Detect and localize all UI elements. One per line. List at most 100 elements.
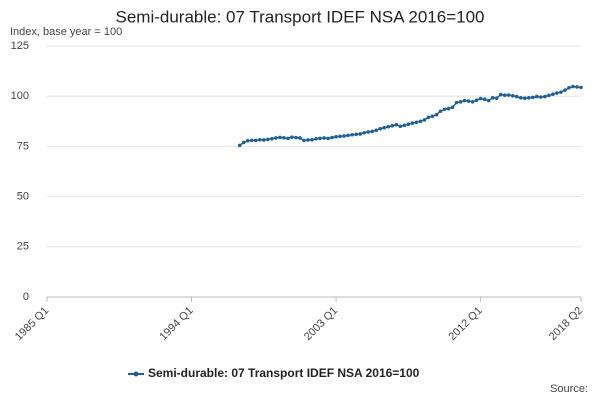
x-tick-label: 2018 Q2 (547, 305, 585, 343)
data-point (527, 96, 531, 100)
data-point (326, 136, 330, 141)
data-point (402, 123, 407, 128)
data-point (410, 121, 415, 125)
data-point (438, 109, 443, 114)
data-point (398, 124, 403, 129)
data-point (555, 91, 559, 95)
data-point (241, 140, 246, 145)
data-point (249, 138, 254, 143)
chart-title: Semi-durable: 07 Transport IDEF NSA 2016… (115, 7, 484, 26)
data-point (322, 136, 326, 140)
data-point (342, 134, 346, 138)
data-point (302, 138, 306, 143)
data-point (458, 100, 463, 104)
legend-label: Semi-durable: 07 Transport IDEF NSA 2016… (148, 366, 420, 380)
data-point (270, 136, 274, 141)
data-point (414, 120, 419, 125)
x-tick-label: 1994 Q1 (157, 305, 195, 343)
data-point (547, 93, 551, 98)
data-point (474, 98, 479, 103)
source: Source: (550, 383, 588, 395)
data-point (510, 93, 515, 98)
data-point (430, 114, 435, 119)
data-point (274, 136, 278, 140)
y-tick-label: 75 (17, 140, 29, 152)
data-point (358, 132, 362, 136)
data-point (310, 137, 314, 142)
legend-marker (133, 371, 139, 377)
data-point (543, 94, 547, 99)
data-point (478, 96, 483, 101)
data-point (362, 130, 366, 135)
data-point (498, 92, 503, 97)
data-point (370, 129, 375, 134)
data-point (422, 118, 427, 122)
data-point (514, 94, 519, 99)
data-point (350, 132, 354, 137)
data-point (522, 96, 527, 101)
data-point (535, 94, 539, 99)
x-tick-label: 2012 Q1 (446, 305, 484, 343)
data-point (506, 93, 511, 97)
data-point (579, 85, 583, 90)
data-point (257, 137, 262, 142)
data-point (286, 136, 290, 141)
data-point (338, 134, 342, 139)
data-point (386, 124, 391, 129)
data-point (294, 135, 298, 140)
x-tick-label: 2003 Q1 (302, 305, 340, 343)
data-point (266, 137, 270, 142)
data-point (454, 100, 459, 105)
data-point (278, 135, 282, 140)
data-point (382, 125, 387, 130)
data-point (466, 99, 471, 103)
data-point (470, 100, 475, 104)
data-point (262, 138, 266, 142)
data-point (253, 138, 258, 143)
data-point (434, 112, 439, 117)
data-point (551, 92, 555, 96)
data-point (486, 98, 491, 103)
y-tick-label: 0 (23, 291, 29, 303)
data-point (567, 85, 571, 90)
data-point (418, 119, 423, 124)
data-point (531, 95, 535, 100)
data-point (539, 95, 543, 99)
data-point (462, 98, 467, 103)
data-point (494, 96, 499, 101)
data-point (518, 96, 523, 100)
data-point (298, 136, 302, 140)
data-point (366, 130, 371, 134)
data-point (426, 115, 431, 120)
data-point (374, 128, 379, 133)
data-point (490, 96, 495, 100)
data-point (559, 90, 563, 94)
data-point (334, 134, 338, 139)
data-point (390, 123, 395, 128)
x-tick-label: 1985 Q1 (13, 305, 51, 343)
data-point (563, 88, 567, 92)
data-point (314, 136, 318, 141)
data-point (446, 106, 451, 111)
data-point (306, 138, 310, 142)
data-point (442, 107, 447, 112)
data-point (571, 84, 575, 89)
y-tick-label: 25 (17, 241, 29, 253)
data-point (290, 135, 294, 139)
y-tick-label: 125 (11, 40, 29, 52)
data-point (346, 133, 350, 138)
data-point (450, 105, 455, 110)
data-point (318, 136, 322, 141)
data-point (330, 135, 334, 140)
data-point (245, 138, 250, 143)
data-point (282, 135, 286, 140)
data-point (394, 122, 399, 127)
y-tick-label: 100 (11, 90, 29, 102)
data-point (237, 143, 242, 148)
data-point (354, 132, 358, 137)
data-point (406, 122, 411, 127)
y-tick-label: 50 (17, 191, 29, 203)
data-point (575, 85, 579, 89)
data-point (482, 97, 487, 102)
